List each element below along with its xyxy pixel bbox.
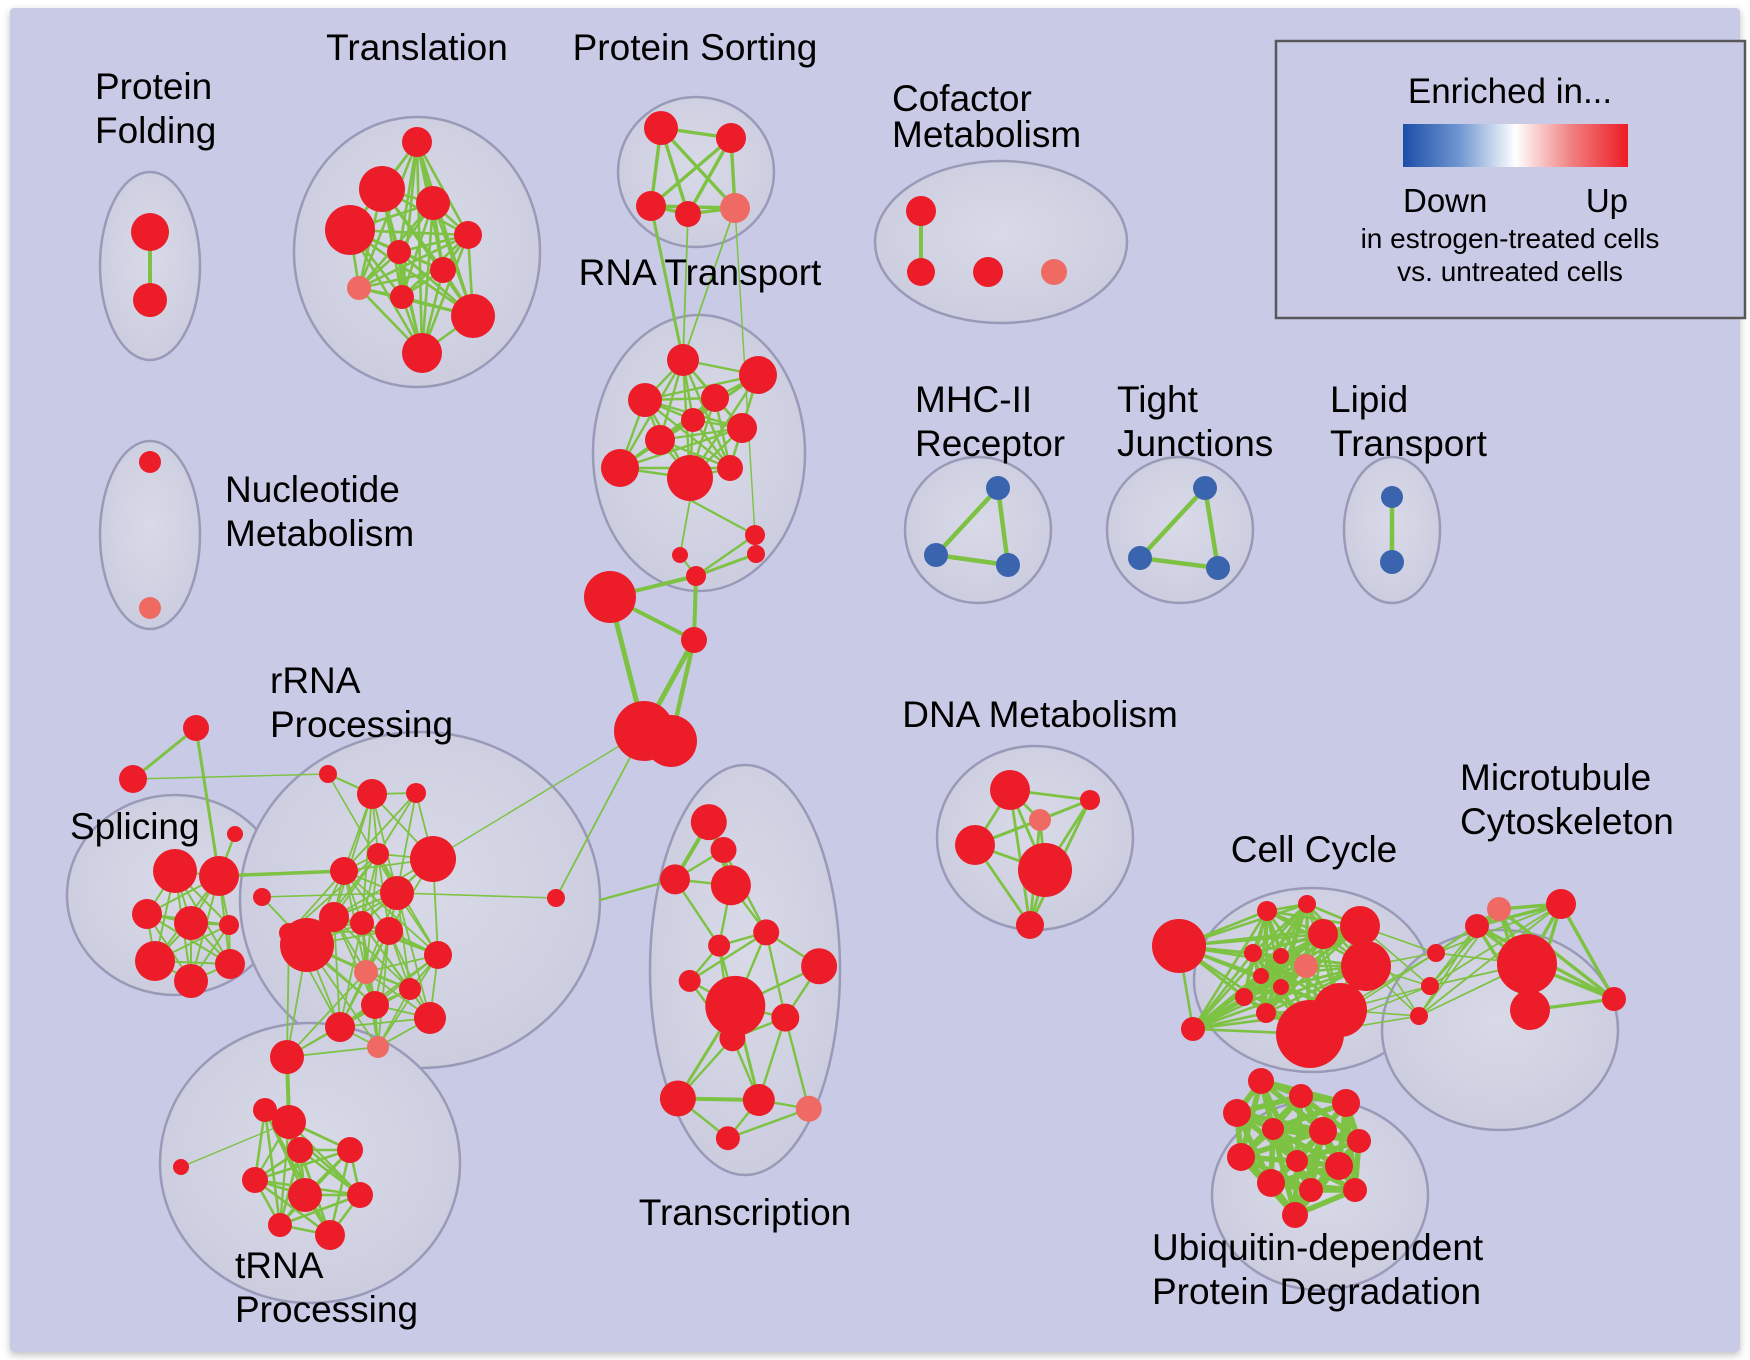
svg-text:Translation: Translation bbox=[326, 27, 508, 68]
svg-text:in estrogen-treated cells: in estrogen-treated cells bbox=[1361, 223, 1660, 254]
svg-text:Junctions: Junctions bbox=[1117, 423, 1273, 464]
svg-text:Protein Degradation: Protein Degradation bbox=[1152, 1271, 1481, 1312]
svg-text:vs. untreated cells: vs. untreated cells bbox=[1397, 256, 1623, 287]
svg-text:Tight: Tight bbox=[1117, 379, 1199, 420]
svg-text:Nucleotide: Nucleotide bbox=[225, 469, 400, 510]
svg-text:Protein Sorting: Protein Sorting bbox=[573, 27, 818, 68]
svg-text:Processing: Processing bbox=[235, 1289, 418, 1330]
svg-text:Down: Down bbox=[1403, 182, 1487, 219]
svg-text:DNA Metabolism: DNA Metabolism bbox=[902, 694, 1178, 735]
svg-text:Cytoskeleton: Cytoskeleton bbox=[1460, 801, 1674, 842]
svg-text:Cofactor: Cofactor bbox=[892, 78, 1032, 119]
svg-text:Receptor: Receptor bbox=[915, 423, 1065, 464]
svg-text:Protein: Protein bbox=[95, 66, 212, 107]
svg-text:Up: Up bbox=[1586, 182, 1628, 219]
svg-text:Metabolism: Metabolism bbox=[892, 114, 1081, 155]
svg-text:Microtubule: Microtubule bbox=[1460, 757, 1651, 798]
svg-text:Cell Cycle: Cell Cycle bbox=[1231, 829, 1398, 870]
svg-text:Enriched in...: Enriched in... bbox=[1408, 72, 1612, 111]
svg-text:rRNA: rRNA bbox=[270, 660, 361, 701]
svg-text:MHC-II: MHC-II bbox=[915, 379, 1032, 420]
svg-text:Ubiquitin-dependent: Ubiquitin-dependent bbox=[1152, 1227, 1484, 1268]
svg-text:Metabolism: Metabolism bbox=[225, 513, 414, 554]
svg-text:Processing: Processing bbox=[270, 704, 453, 745]
svg-text:Folding: Folding bbox=[95, 110, 216, 151]
svg-text:Splicing: Splicing bbox=[70, 806, 200, 847]
svg-text:Transcription: Transcription bbox=[639, 1192, 851, 1233]
svg-text:Transport: Transport bbox=[1330, 423, 1488, 464]
svg-text:Lipid: Lipid bbox=[1330, 379, 1408, 420]
svg-text:RNA Transport: RNA Transport bbox=[579, 252, 822, 293]
svg-text:tRNA: tRNA bbox=[235, 1245, 324, 1286]
